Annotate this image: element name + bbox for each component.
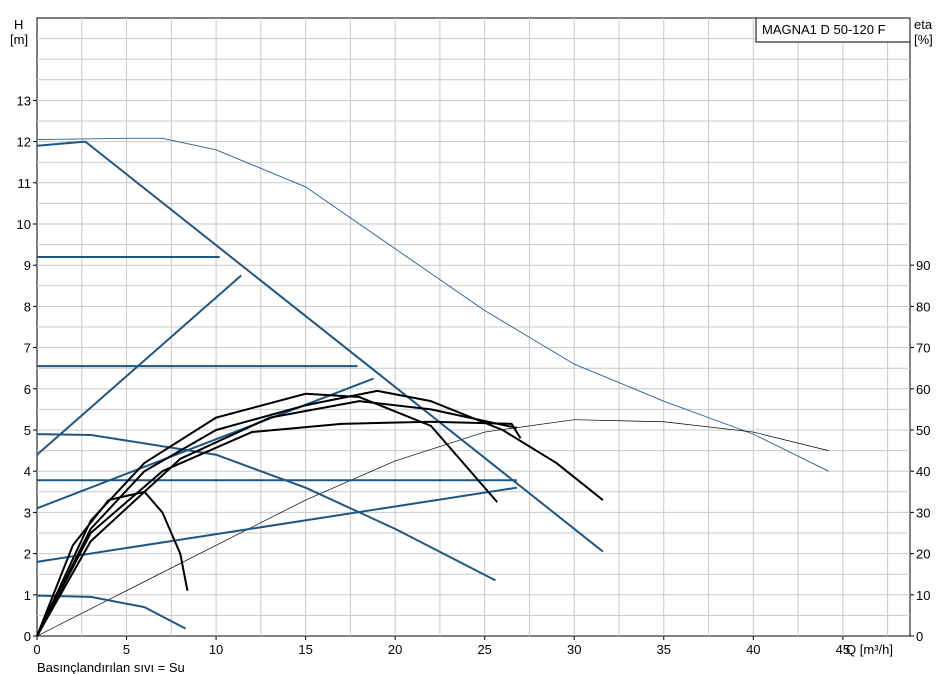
y2-tick-label: 20 [916,547,930,562]
curve [36,377,375,510]
y2-tick-label: 70 [916,341,930,356]
curves [36,137,829,637]
curve [36,274,242,456]
x-tick-label: 15 [298,642,312,657]
curve [36,419,829,637]
y2-unit: [%] [914,32,933,47]
y-tick-label: 7 [24,341,31,356]
y2-tick-label: 40 [916,464,930,479]
curve [36,433,496,582]
y2-tick-label: 50 [916,423,930,438]
y-tick-label: 3 [24,505,31,520]
curve [36,140,604,553]
y2-tick-label: 30 [916,505,930,520]
y2-tick-label: 90 [916,258,930,273]
y-tick-label: 13 [17,93,31,108]
y-tick-label: 12 [17,135,31,150]
y-label: H [14,17,23,32]
footer: Basınçlandırılan sıvı = Su [37,660,185,674]
curve [36,594,187,630]
y2-tick-label: 10 [916,588,930,603]
y-tick-label: 5 [24,423,31,438]
curve [36,389,604,637]
curve [36,137,829,472]
x-tick-label: 45 [836,642,850,657]
y2-tick-label: 60 [916,382,930,397]
y-tick-label: 4 [24,464,31,479]
y-tick-label: 9 [24,258,31,273]
chart-title: MAGNA1 D 50-120 F [762,22,886,37]
title-box [755,17,911,43]
y-tick-label: 1 [24,588,31,603]
x-tick-label: 0 [33,642,40,657]
curve [36,400,518,637]
y-unit: [m] [10,32,28,47]
y2-tick-label: 80 [916,299,930,314]
x-tick-label: 10 [209,642,223,657]
y-tick-label: 2 [24,547,31,562]
y-tick-label: 11 [18,176,32,191]
x-tick-label: 25 [477,642,491,657]
y-tick-label: 6 [24,382,31,397]
x-tick-label: 20 [388,642,402,657]
y-tick-label: 8 [24,299,31,314]
curve [36,486,518,563]
y-tick-label: 10 [17,217,31,232]
y-tick-label: 0 [24,629,31,644]
y2-tick-label: 0 [916,629,923,644]
x-tick-label: 5 [123,642,130,657]
y2-label: eta [914,17,933,32]
x-tick-label: 35 [657,642,671,657]
x-tick-label: 40 [746,642,760,657]
x-tick-label: 30 [567,642,581,657]
x-label: Q [m³/h] [846,642,893,657]
